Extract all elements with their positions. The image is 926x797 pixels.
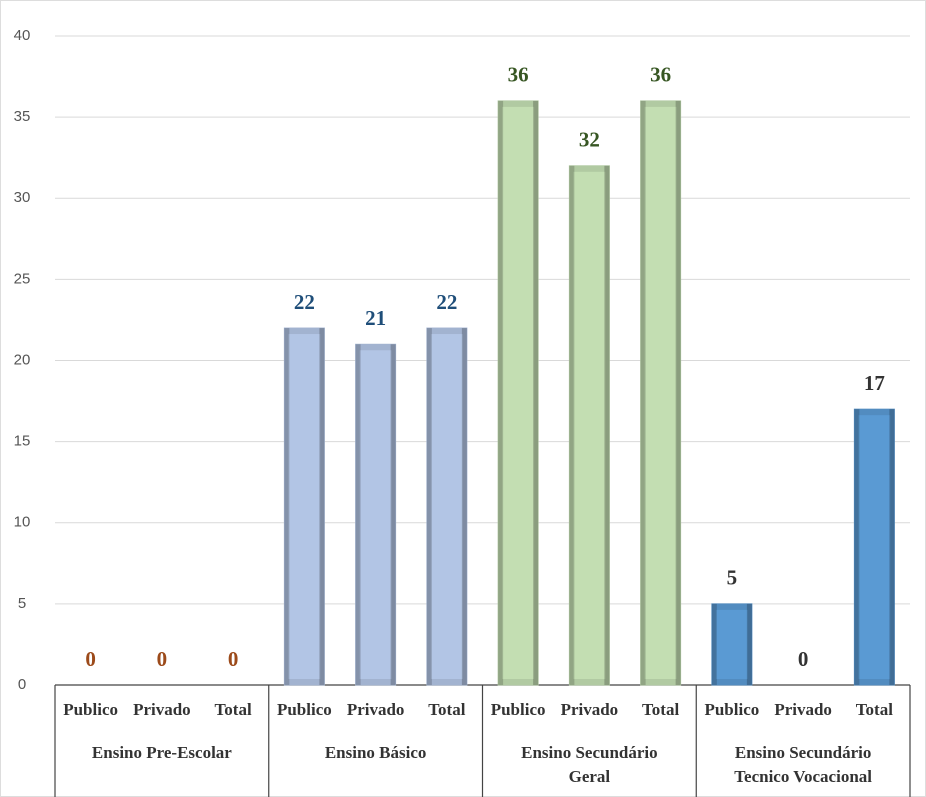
y-tick-label: 0 [18,676,26,693]
bar-shade [288,334,321,679]
bar-edge [711,603,717,685]
bar-shade [858,415,891,679]
value-label: 0 [798,647,809,671]
group-label: Ensino Secundário [521,743,658,762]
value-label: 36 [650,63,671,87]
x-tick-label: Total [642,700,679,719]
y-tick-label: 40 [14,27,31,44]
x-tick-label: Privado [561,700,619,719]
bar-edge [746,603,752,685]
bar-shade [502,106,535,679]
value-label: 0 [157,647,168,671]
value-label: 0 [85,647,96,671]
bar-edge [569,165,575,686]
bar-edge [461,328,467,685]
value-label: 22 [294,290,315,314]
bar-shade [430,334,463,679]
bar-shade [359,350,392,679]
x-tick-label: Total [215,700,252,719]
group-label: Ensino Pre-Escolar [92,743,232,762]
y-tick-label: 20 [14,351,31,368]
bar-edge [675,100,681,685]
x-tick-label: Total [856,700,893,719]
value-label: 0 [228,647,239,671]
value-label: 36 [508,63,529,87]
x-tick-label: Total [428,700,465,719]
value-label: 17 [864,371,885,395]
bar-edge [390,344,396,685]
x-tick-label: Publico [491,700,546,719]
y-tick-label: 30 [14,189,31,206]
value-label: 32 [579,128,600,152]
bar-edge [604,165,610,686]
y-tick-label: 25 [14,270,31,287]
bar-edge [889,409,895,685]
y-tick-label: 5 [18,595,26,612]
x-tick-label: Privado [347,700,405,719]
bar-edge [854,409,860,685]
x-tick-label: Publico [277,700,332,719]
bar-edge [355,344,361,685]
group-label: Ensino Básico [325,743,427,762]
bar-edge [426,328,432,685]
x-tick-label: Publico [704,700,759,719]
group-label: Tecnico Vocacional [734,767,872,786]
bar-edge [284,328,290,685]
bar-shade [715,609,748,679]
group-label: Ensino Secundário [735,743,872,762]
y-tick-label: 10 [14,514,31,531]
bar-edge [498,100,504,685]
bar-shade [644,106,677,679]
bar-edge [319,328,325,685]
x-tick-label: Privado [133,700,191,719]
value-label: 21 [365,306,386,330]
group-label: Geral [569,767,611,786]
bar-edge [640,100,646,685]
y-tick-label: 15 [14,433,31,450]
x-tick-label: Privado [774,700,832,719]
bar-shade [573,171,606,680]
x-tick-label: Publico [63,700,118,719]
y-tick-label: 35 [14,108,31,125]
value-label: 5 [727,566,738,590]
bar-edge [533,100,539,685]
value-label: 22 [436,290,457,314]
